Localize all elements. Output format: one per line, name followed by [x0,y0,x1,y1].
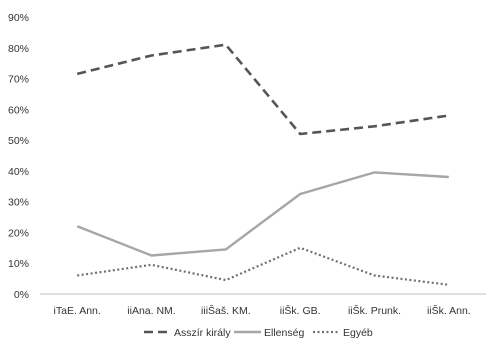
y-tick-label: 90% [8,12,29,24]
legend-label: Asszír király [174,327,231,339]
y-tick-label: 10% [8,258,29,270]
y-tick-label: 60% [8,104,29,116]
y-tick-label: 40% [8,166,29,178]
x-tick-label: iiiŠaš. KM. [201,304,251,317]
series-line-2 [76,171,449,257]
y-tick-label: 20% [8,227,29,239]
legend-label: Ellenség [264,327,304,339]
series-line-3 [77,246,449,286]
y-tick-label: 50% [8,135,29,147]
x-tick-label: iiAna. NM. [127,305,175,317]
x-axis: iTaE. Ann. iiAna. NM. iiiŠaš. KM. iiŠk. GB.… [54,304,471,317]
y-tick-label: 80% [8,43,29,55]
series-lines [76,43,449,286]
y-tick-label: 0% [14,289,29,301]
legend-label: Egyéb [343,327,373,339]
legend: Asszír király Ellenség Egyéb [144,327,373,339]
y-axis: 0% 10% 20% 30% 40% 50% 60% 70% 80% 90% [8,12,29,301]
x-tick-label: iTaE. Ann. [54,305,101,317]
x-tick-label: iiŠk. Prunk. [348,304,401,317]
y-tick-label: 70% [8,74,29,86]
series-line-1 [76,43,449,136]
y-tick-label: 30% [8,197,29,209]
x-tick-label: iiŠk. GB. [280,304,321,317]
x-tick-label: iiŠk. Ann. [427,304,471,317]
